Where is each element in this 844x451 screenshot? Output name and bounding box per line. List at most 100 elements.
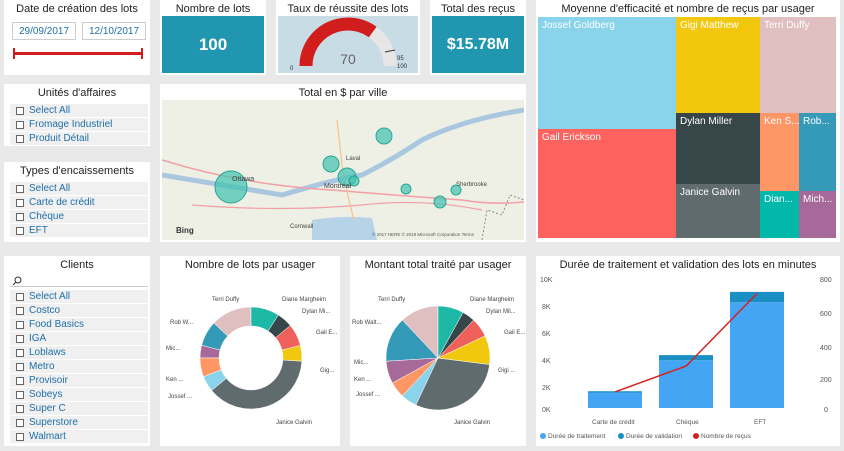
checkbox-icon[interactable]	[16, 334, 24, 343]
map-canvas[interactable]: Ottawa Montréal Sherbrooke Cornwall Lava…	[162, 100, 524, 240]
clients-item[interactable]: Food Basics	[10, 318, 148, 331]
clients-item[interactable]: Metro	[10, 360, 148, 373]
donut-slice-jossef-goldberg[interactable]	[203, 369, 227, 391]
clients-item[interactable]: Loblaws	[10, 346, 148, 359]
treemap-jossef[interactable]: Jossef Goldberg	[538, 17, 676, 129]
range-handle-end[interactable]	[141, 48, 143, 59]
checkbox-icon[interactable]	[16, 184, 24, 193]
clients-item[interactable]: Provisoir	[10, 374, 148, 387]
treemap-gail[interactable]: Gail Erickson	[538, 129, 676, 238]
city-bubble-sherbrooke[interactable]	[450, 184, 462, 196]
city-bubble-laval[interactable]	[322, 155, 340, 173]
treemap-rob[interactable]: Rob...	[799, 113, 836, 191]
checkbox-icon[interactable]	[16, 432, 24, 441]
types-item-label: EFT	[29, 225, 48, 236]
unites-item-fromage[interactable]: Fromage Industriel	[10, 118, 148, 131]
unites-item-label: Select All	[29, 105, 71, 116]
clients-item[interactable]: Super C	[10, 402, 148, 415]
bar-validation-2[interactable]	[730, 291, 784, 303]
donut-slice-ken-sanchez[interactable]	[199, 357, 222, 378]
types-item-carte[interactable]: Carte de crédit	[10, 196, 148, 209]
clients-search-box[interactable]	[10, 274, 148, 287]
checkbox-icon[interactable]	[16, 362, 24, 371]
date-end-field[interactable]: 12/10/2017	[82, 22, 146, 40]
unites-item-label: Fromage Industriel	[29, 119, 113, 130]
donut-slice-gigi-matthew[interactable]	[281, 345, 303, 362]
types-item-cheque[interactable]: Chèque	[10, 210, 148, 223]
city-bubble-south[interactable]	[348, 175, 360, 187]
bar-traitement-1[interactable]	[659, 360, 713, 408]
city-bubble-southeast[interactable]	[433, 195, 447, 209]
range-handle-start[interactable]	[13, 48, 15, 59]
clients-item[interactable]: Superstore	[10, 416, 148, 429]
map-label-montreal: Montréal	[324, 183, 352, 190]
bar-traitement-2[interactable]	[730, 302, 784, 408]
checkbox-icon[interactable]	[16, 348, 24, 357]
treemap-michael[interactable]: Mich...	[799, 191, 836, 238]
combo-chart[interactable]: 10K 8K 6K 4K 2K 0K 800 600 400 200 0 Car…	[536, 272, 840, 446]
clients-item[interactable]: Walmart	[10, 430, 148, 443]
donut-chart[interactable]: Terri Duffy Diane Margheim Dylan Mi... G…	[160, 272, 340, 446]
checkbox-icon[interactable]	[16, 404, 24, 413]
checkbox-icon[interactable]	[16, 106, 24, 115]
donut-slice-gail-erickson[interactable]	[275, 325, 301, 351]
unites-item-produit[interactable]: Produit Détail	[10, 132, 148, 145]
checkbox-icon[interactable]	[16, 376, 24, 385]
y2-tick: 200	[820, 377, 832, 384]
checkbox-icon[interactable]	[16, 120, 24, 129]
checkbox-icon[interactable]	[16, 390, 24, 399]
map-label-sherbrooke: Sherbrooke	[456, 182, 488, 188]
treemap-gigi[interactable]: Gigi Matthew	[676, 17, 760, 113]
clients-item[interactable]: IGA	[10, 332, 148, 345]
donut-slice-michael[interactable]	[199, 345, 221, 359]
kpi-lots-value: 100	[162, 16, 264, 73]
bar-traitement-0[interactable]	[588, 392, 642, 408]
date-range-slider[interactable]	[13, 48, 143, 59]
clients-item-label: Food Basics	[29, 319, 85, 330]
clients-item[interactable]: Costco	[10, 304, 148, 317]
checkbox-icon[interactable]	[16, 306, 24, 315]
treemap-diane[interactable]: Dian...	[760, 191, 799, 238]
pie-slice-diane-margheim[interactable]	[437, 305, 464, 359]
city-bubble-northshore[interactable]	[375, 127, 393, 145]
pie-slice-janice-galvin[interactable]	[415, 357, 490, 411]
types-item-eft[interactable]: EFT	[10, 224, 148, 237]
treemap-dylan[interactable]: Dylan Miller	[676, 113, 760, 184]
date-slicer-title: Date de création des lots	[16, 3, 138, 15]
city-bubble-east[interactable]	[400, 183, 412, 195]
treemap-janice[interactable]: Janice Galvin	[676, 184, 760, 238]
donut-label-gail: Gail E...	[316, 330, 338, 336]
checkbox-icon[interactable]	[16, 198, 24, 207]
checkbox-icon[interactable]	[16, 212, 24, 221]
line-nombre-recus[interactable]	[614, 292, 758, 393]
checkbox-icon[interactable]	[16, 292, 24, 301]
donut-slice-dylan-miller[interactable]	[267, 314, 291, 338]
checkbox-icon[interactable]	[16, 226, 24, 235]
types-slicer: Types d'encaissements Select All Carte d…	[4, 162, 150, 242]
treemap-card: Moyenne d'efficacité et nombre de reçus …	[536, 0, 840, 242]
checkbox-icon[interactable]	[16, 134, 24, 143]
clients-item[interactable]: Sobeys	[10, 388, 148, 401]
pie-chart[interactable]: Terri Duffy Diane Margheim Dylan Mil... …	[350, 272, 526, 446]
donut-slice-janice-galvin[interactable]	[211, 359, 303, 410]
donut-label-janice: Janice Galvin	[276, 420, 312, 426]
checkbox-icon[interactable]	[16, 320, 24, 329]
checkbox-icon[interactable]	[16, 418, 24, 427]
bar-validation-1[interactable]	[659, 355, 713, 361]
clients-item[interactable]: Select All	[10, 290, 148, 303]
unites-item-select-all[interactable]: Select All	[10, 104, 148, 117]
donut-slice-diane-margheim[interactable]	[250, 306, 279, 332]
types-item-select-all[interactable]: Select All	[10, 182, 148, 195]
unites-item-label: Produit Détail	[29, 133, 90, 144]
treemap-ken[interactable]: Ken S...	[760, 113, 799, 191]
kpi-lots-card: Nombre de lots 100	[160, 0, 266, 75]
date-start-field[interactable]: 29/09/2017	[12, 22, 76, 40]
y-tick: 6K	[542, 331, 551, 338]
clients-item-label: Costco	[29, 305, 61, 316]
types-item-label: Carte de crédit	[29, 197, 95, 208]
treemap-terri[interactable]: Terri Duffy	[760, 17, 836, 113]
city-bubble-ottawa[interactable]	[214, 170, 248, 204]
pie-label-janice: Janice Galvin	[454, 420, 490, 426]
donut-slice-rob-walters[interactable]	[201, 322, 229, 351]
gauge-target-marker	[384, 49, 396, 53]
